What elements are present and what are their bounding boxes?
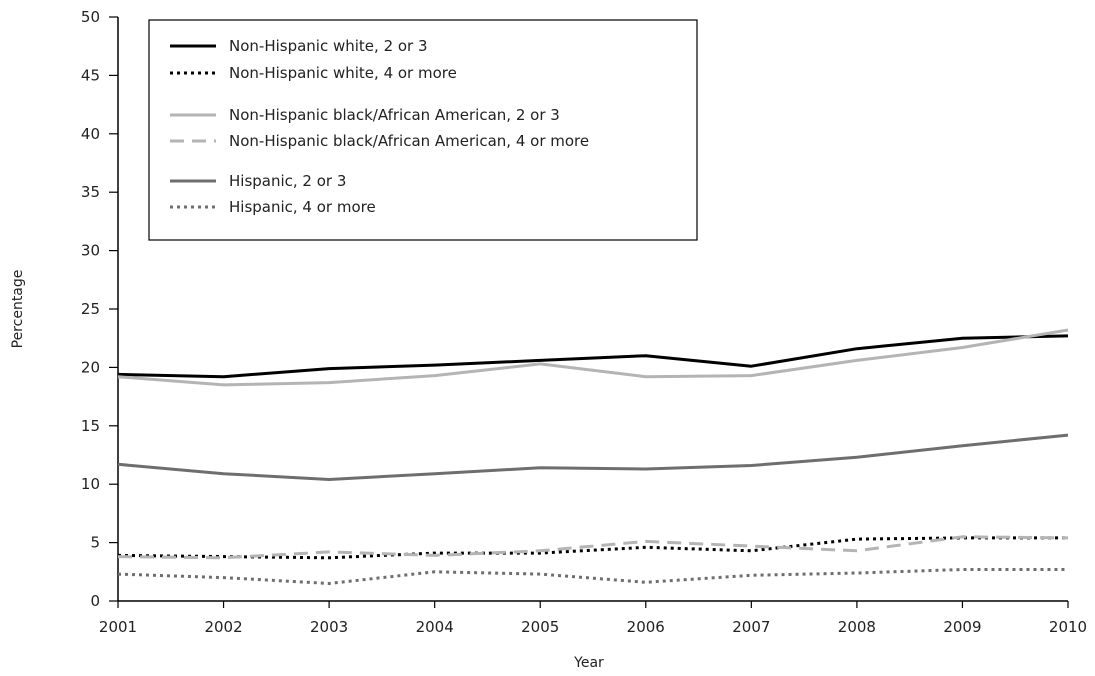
- legend-label-4: Non-Hispanic black/African American, 4 o…: [229, 132, 589, 150]
- y-tick-label: 10: [81, 475, 100, 493]
- y-tick-label: 45: [81, 66, 100, 84]
- legend: Non-Hispanic white, 2 or 3 Non-Hispanic w…: [149, 20, 697, 240]
- y-tick-label: 0: [90, 592, 100, 610]
- series-line-6: [118, 570, 1068, 584]
- y-tick-label: 30: [81, 242, 100, 260]
- y-tick-label: 15: [81, 417, 100, 435]
- x-tick-label: 2006: [627, 618, 665, 636]
- y-tick-label: 50: [81, 8, 100, 26]
- y-tick-label: 5: [90, 534, 100, 552]
- x-tick-label: 2007: [732, 618, 770, 636]
- legend-label-6: Hispanic, 4 or more: [229, 198, 376, 216]
- x-tick-label: 2005: [521, 618, 559, 636]
- x-axis-label: Year: [573, 655, 604, 671]
- series-line-4: [118, 537, 1068, 558]
- y-tick-label: 25: [81, 300, 100, 318]
- x-tick-label: 2003: [310, 618, 348, 636]
- x-tick-label: 2004: [416, 618, 454, 636]
- y-ticks: 0 5 10 15 20 25 30 35 40 45 50: [81, 8, 118, 610]
- y-axis-label: Percentage: [10, 270, 26, 349]
- legend-label-2: Non-Hispanic white, 4 or more: [229, 64, 457, 82]
- legend-label-1: Non-Hispanic white, 2 or 3: [229, 37, 428, 55]
- x-tick-label: 2008: [838, 618, 876, 636]
- x-ticks: 2001 2002 2003 2004 2005 2006 2007 2008 2009 2010: [99, 601, 1087, 636]
- y-tick-label: 40: [81, 125, 100, 143]
- x-tick-label: 2010: [1049, 618, 1087, 636]
- y-tick-label: 20: [81, 358, 100, 376]
- x-tick-label: 2009: [943, 618, 981, 636]
- x-tick-label: 2002: [204, 618, 242, 636]
- legend-label-5: Hispanic, 2 or 3: [229, 172, 346, 190]
- series-line-5: [118, 435, 1068, 479]
- y-tick-label: 35: [81, 183, 100, 201]
- series-lines: [118, 330, 1068, 584]
- legend-label-3: Non-Hispanic black/African American, 2 o…: [229, 106, 560, 124]
- x-tick-label: 2001: [99, 618, 137, 636]
